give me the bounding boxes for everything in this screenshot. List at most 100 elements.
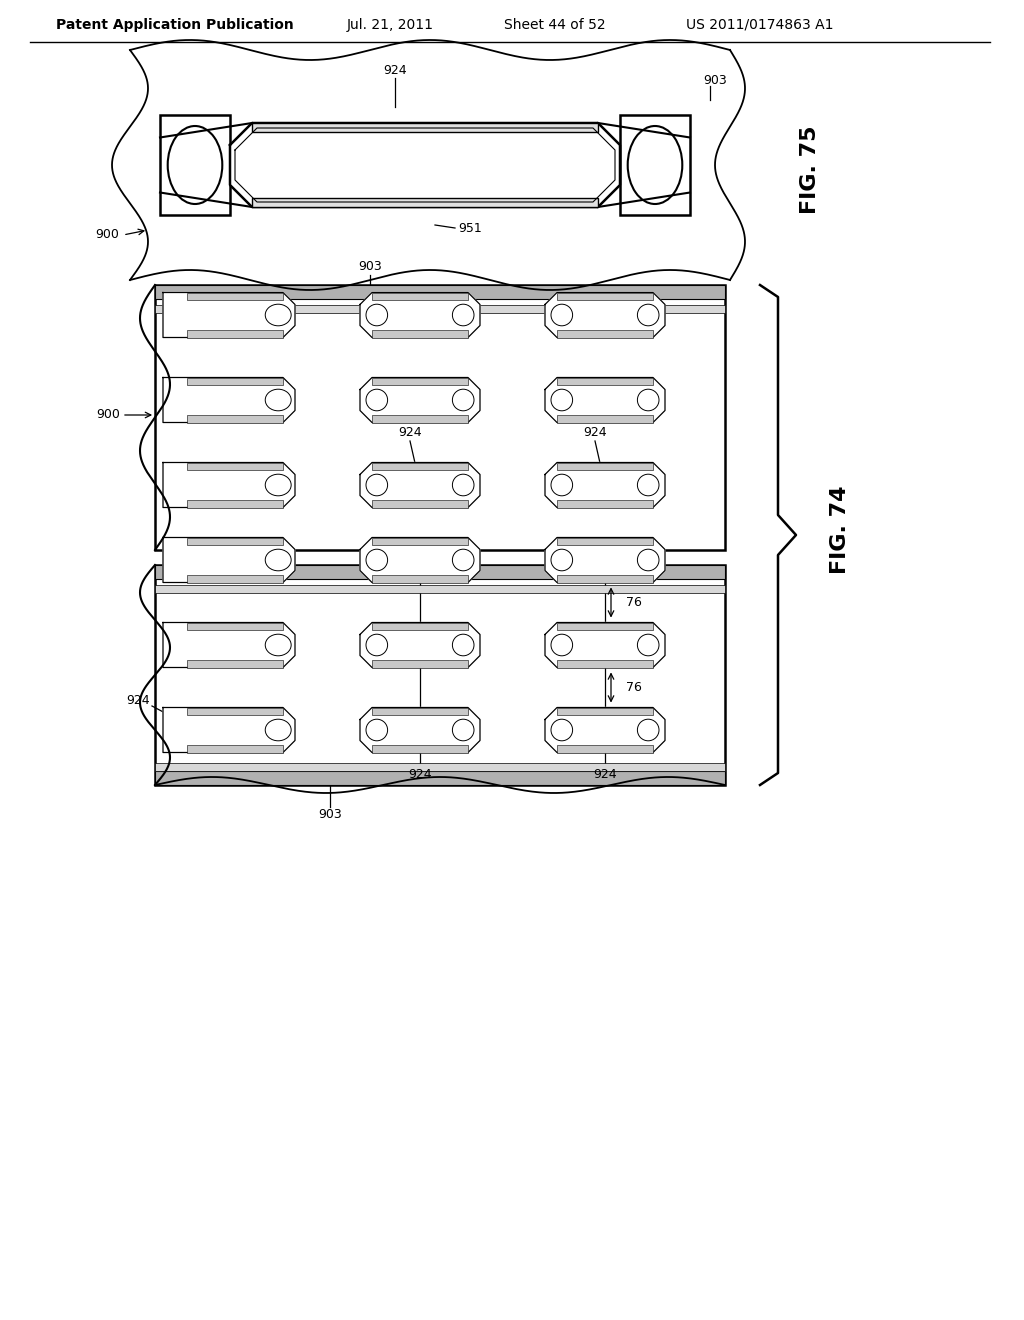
Bar — [372, 623, 468, 631]
Bar — [557, 378, 653, 385]
Polygon shape — [360, 623, 480, 668]
Bar — [557, 708, 653, 715]
Bar — [557, 537, 653, 545]
Bar — [557, 660, 653, 668]
Ellipse shape — [265, 634, 291, 656]
Bar — [187, 574, 283, 582]
Polygon shape — [360, 293, 480, 338]
Bar — [187, 660, 283, 668]
Text: 951: 951 — [478, 156, 502, 169]
Text: 924: 924 — [398, 426, 422, 440]
Bar — [557, 414, 653, 422]
Text: 76: 76 — [626, 681, 642, 694]
Bar — [372, 293, 468, 301]
Text: FIG. 74: FIG. 74 — [830, 486, 850, 574]
Polygon shape — [545, 708, 665, 752]
Ellipse shape — [453, 549, 474, 570]
Ellipse shape — [366, 634, 388, 656]
Text: 903: 903 — [703, 74, 727, 87]
Bar — [187, 293, 283, 301]
Bar — [372, 574, 468, 582]
Polygon shape — [545, 462, 665, 507]
Text: FIG. 75: FIG. 75 — [800, 125, 820, 214]
Bar — [372, 462, 468, 470]
Bar — [160, 115, 230, 215]
Ellipse shape — [551, 474, 572, 496]
Ellipse shape — [265, 719, 291, 741]
Bar — [187, 537, 283, 545]
Polygon shape — [163, 537, 295, 582]
Ellipse shape — [265, 389, 291, 411]
Bar — [557, 293, 653, 301]
Text: 924: 924 — [584, 426, 607, 440]
Text: US 2011/0174863 A1: US 2011/0174863 A1 — [686, 18, 834, 32]
Ellipse shape — [637, 304, 659, 326]
Polygon shape — [163, 708, 295, 752]
Text: 903: 903 — [318, 808, 342, 821]
Polygon shape — [163, 623, 295, 668]
Bar — [187, 623, 283, 631]
Polygon shape — [163, 293, 295, 338]
Text: 951: 951 — [458, 222, 482, 235]
Bar — [557, 744, 653, 752]
Bar — [557, 574, 653, 582]
Bar — [252, 123, 598, 132]
Bar — [187, 378, 283, 385]
Ellipse shape — [366, 719, 388, 741]
Text: Patent Application Publication: Patent Application Publication — [56, 18, 294, 32]
Bar — [620, 115, 690, 215]
Bar — [155, 285, 725, 550]
Text: 952: 952 — [273, 139, 297, 152]
Ellipse shape — [551, 719, 572, 741]
Polygon shape — [360, 708, 480, 752]
Bar — [155, 771, 725, 785]
Polygon shape — [545, 293, 665, 338]
Bar — [557, 623, 653, 631]
Ellipse shape — [637, 549, 659, 570]
Bar — [155, 565, 725, 785]
Polygon shape — [360, 537, 480, 582]
Ellipse shape — [366, 549, 388, 570]
Bar — [187, 500, 283, 507]
Polygon shape — [545, 537, 665, 582]
Bar — [187, 330, 283, 338]
Ellipse shape — [265, 474, 291, 496]
Bar — [155, 585, 725, 593]
Bar — [557, 500, 653, 507]
Polygon shape — [545, 378, 665, 422]
Bar — [372, 500, 468, 507]
Bar — [187, 462, 283, 470]
Ellipse shape — [453, 634, 474, 656]
Polygon shape — [230, 123, 620, 207]
Text: 900: 900 — [96, 408, 120, 421]
Text: 952: 952 — [588, 139, 612, 152]
Ellipse shape — [453, 474, 474, 496]
Polygon shape — [163, 378, 295, 422]
Ellipse shape — [637, 474, 659, 496]
Bar — [372, 414, 468, 422]
Bar — [155, 565, 725, 579]
Polygon shape — [545, 623, 665, 668]
Text: 924: 924 — [383, 63, 407, 77]
Text: 924: 924 — [409, 768, 432, 781]
Ellipse shape — [366, 304, 388, 326]
Bar — [187, 414, 283, 422]
Ellipse shape — [551, 549, 572, 570]
Ellipse shape — [637, 634, 659, 656]
Bar — [372, 744, 468, 752]
Ellipse shape — [265, 304, 291, 326]
Polygon shape — [360, 378, 480, 422]
Bar — [557, 330, 653, 338]
Bar — [187, 708, 283, 715]
Ellipse shape — [637, 389, 659, 411]
Bar — [372, 708, 468, 715]
Ellipse shape — [551, 389, 572, 411]
Ellipse shape — [453, 719, 474, 741]
Ellipse shape — [265, 549, 291, 570]
Bar — [155, 305, 725, 313]
Ellipse shape — [366, 474, 388, 496]
Ellipse shape — [628, 125, 682, 205]
Bar — [155, 763, 725, 771]
Ellipse shape — [366, 389, 388, 411]
Bar — [372, 537, 468, 545]
